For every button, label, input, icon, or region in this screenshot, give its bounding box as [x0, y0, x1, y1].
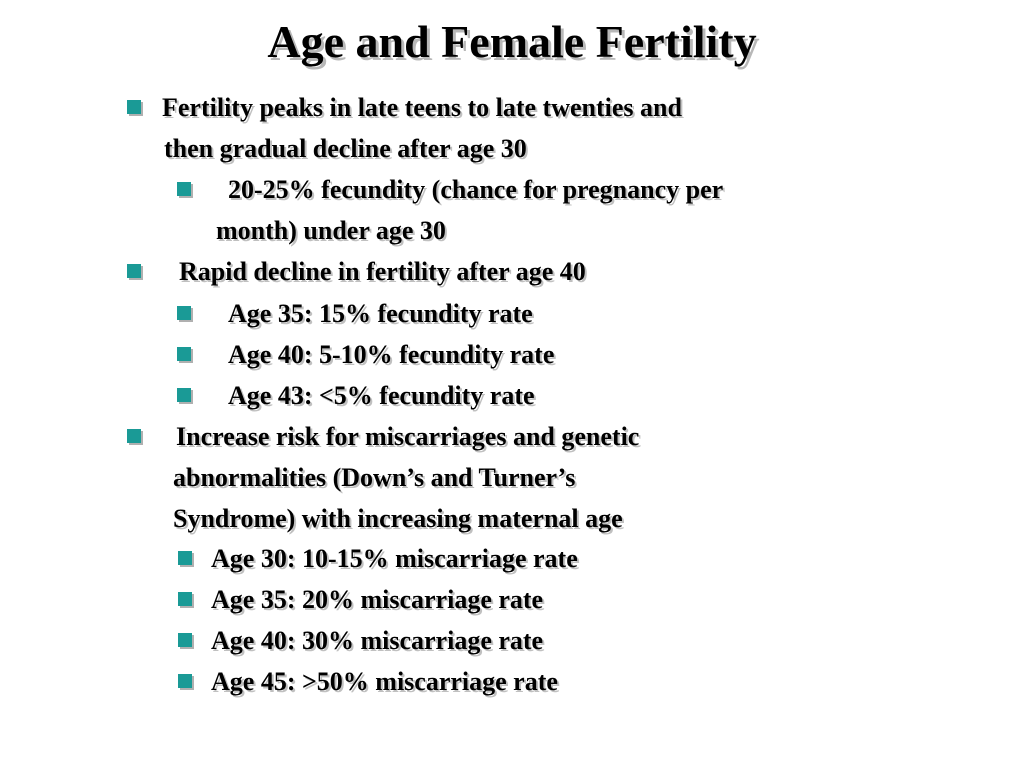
bullet-marker-icon	[178, 674, 192, 688]
slide-title: Age and Female Fertility	[267, 16, 757, 67]
bullet-marker-icon	[177, 388, 191, 402]
bullet-line: then gradual decline after age 30	[164, 134, 527, 163]
sub-bullet-line: Age 35: 20% miscarriage rate	[211, 585, 544, 614]
bullet-marker-icon	[127, 264, 141, 278]
sub-bullet-line: 20-25% fecundity (chance for pregnancy p…	[228, 175, 724, 204]
sub-bullet-line: Age 35: 15% fecundity rate	[228, 299, 533, 328]
bullet-marker-icon	[127, 100, 141, 114]
bullet-line: abnormalities (Down’s and Turner’s	[173, 463, 576, 492]
sub-bullet-line: month) under age 30	[216, 216, 446, 245]
bullet-line: Syndrome) with increasing maternal age	[173, 504, 623, 533]
bullet-line: Rapid decline in fertility after age 40	[179, 257, 586, 286]
sub-bullet-line: Age 40: 30% miscarriage rate	[211, 626, 544, 655]
bullet-marker-icon	[177, 306, 191, 320]
bullet-line: Increase risk for miscarriages and genet…	[176, 422, 640, 451]
bullet-marker-icon	[178, 551, 192, 565]
bullet-marker-icon	[127, 429, 141, 443]
sub-bullet-line: Age 43: <5% fecundity rate	[228, 381, 535, 410]
sub-bullet-line: Age 45: >50% miscarriage rate	[211, 667, 558, 696]
bullet-marker-icon	[178, 633, 192, 647]
bullet-marker-icon	[178, 592, 192, 606]
bullet-line: Fertility peaks in late teens to late tw…	[162, 93, 682, 122]
sub-bullet-line: Age 30: 10-15% miscarriage rate	[211, 544, 578, 573]
bullet-marker-icon	[177, 347, 191, 361]
sub-bullet-line: Age 40: 5-10% fecundity rate	[228, 340, 555, 369]
bullet-marker-icon	[177, 182, 191, 196]
